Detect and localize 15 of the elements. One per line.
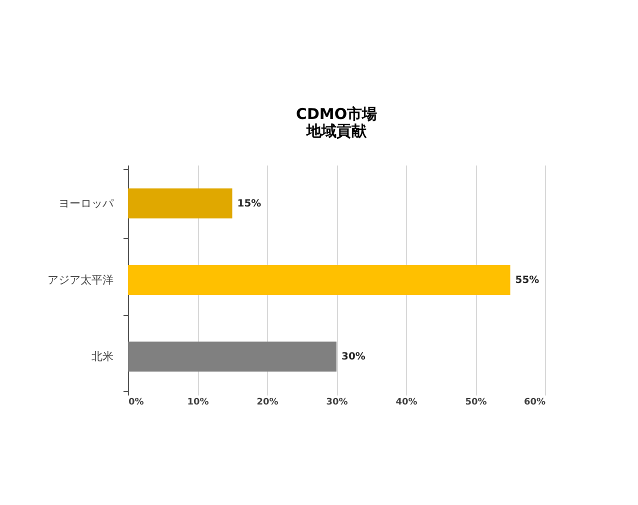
x-tick-label: 60%: [524, 398, 546, 408]
chart-subtitle: 地域貢献: [306, 122, 368, 140]
x-tick-label: 30%: [326, 398, 348, 408]
data-label: 30%: [342, 352, 366, 363]
y-tick-label: ヨーロッパ: [58, 196, 114, 210]
y-tick-label: アジア太平洋: [48, 274, 114, 286]
x-tick-label: 50%: [465, 398, 487, 408]
chart-title: CDMO市場: [296, 105, 378, 123]
x-tick-label: 10%: [187, 398, 209, 408]
data-label: 55%: [515, 275, 540, 286]
x-tick-label: 40%: [396, 398, 418, 408]
data-label: 15%: [237, 198, 262, 210]
x-tick-label: 0%: [128, 398, 144, 408]
x-tick-label: 20%: [256, 398, 278, 408]
y-tick-label: 北米: [92, 350, 114, 364]
